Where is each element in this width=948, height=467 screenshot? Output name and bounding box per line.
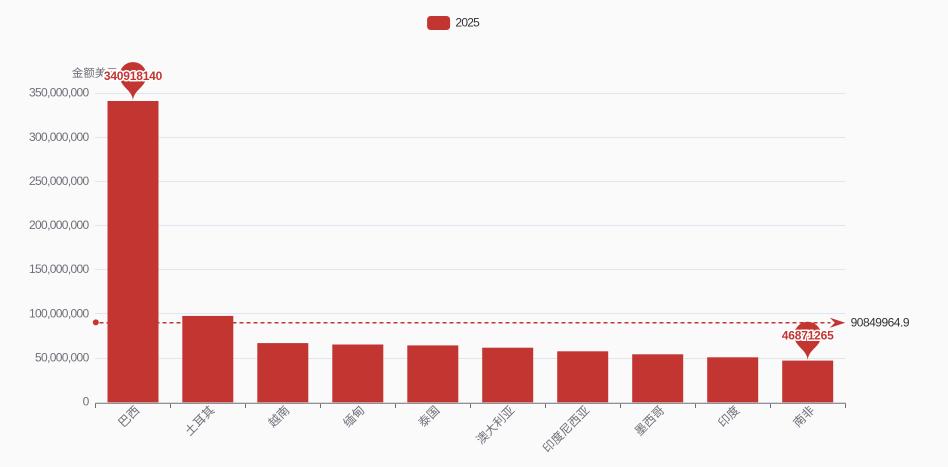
- svg-text:300,000,000: 300,000,000: [29, 130, 90, 144]
- svg-text:250,000,000: 250,000,000: [29, 174, 90, 188]
- svg-text:50,000,000: 50,000,000: [35, 351, 90, 365]
- svg-text:340918140: 340918140: [104, 69, 163, 83]
- svg-text:2025: 2025: [455, 16, 480, 30]
- svg-text:100,000,000: 100,000,000: [29, 306, 90, 320]
- svg-text:200,000,000: 200,000,000: [29, 218, 90, 232]
- svg-text:350,000,000: 350,000,000: [29, 86, 90, 100]
- svg-text:150,000,000: 150,000,000: [29, 262, 90, 276]
- svg-text:90849964.9: 90849964.9: [851, 315, 910, 329]
- svg-text:0: 0: [83, 395, 90, 409]
- svg-text:46871265: 46871265: [782, 329, 834, 343]
